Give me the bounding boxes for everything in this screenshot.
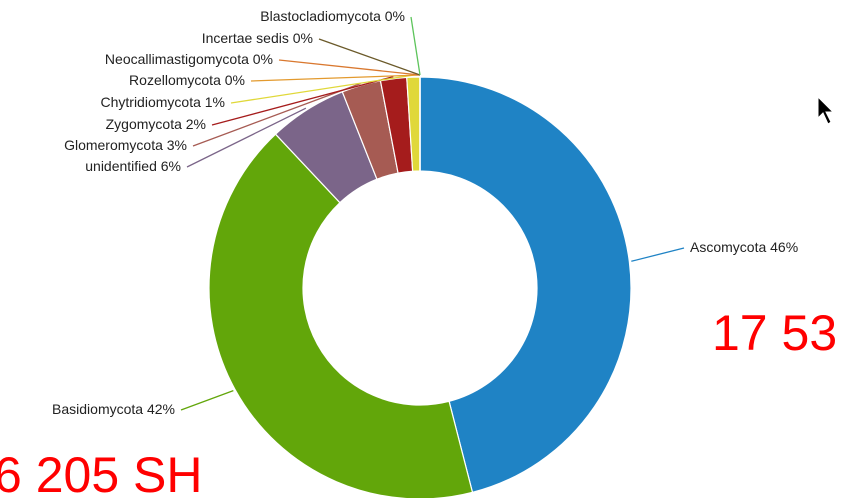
leader-line	[278, 59, 421, 76]
label-name: Blastocladiomycota	[260, 8, 381, 24]
slice-label: Glomeromycota 3%	[64, 137, 187, 153]
slice-label: Neocallimastigomycota 0%	[105, 51, 273, 67]
leader-line	[410, 16, 421, 76]
slice-label: unidentified 6%	[85, 158, 181, 174]
leader-line	[250, 74, 421, 82]
label-value: 2%	[186, 116, 206, 132]
slice-label: Rozellomycota 0%	[129, 72, 245, 88]
label-value: 42%	[147, 401, 175, 417]
slice	[208, 133, 474, 498]
label-value: 1%	[205, 94, 225, 110]
slice-label: Chytridiomycota 1%	[101, 94, 226, 110]
slice-label: Blastocladiomycota 0%	[260, 8, 405, 24]
leader-line	[192, 82, 361, 147]
slice-label: Basidiomycota 42%	[52, 401, 175, 417]
label-name: Incertae sedis	[202, 30, 289, 46]
cursor	[817, 95, 835, 125]
leader-line	[186, 107, 307, 168]
label-name: Chytridiomycota	[101, 94, 202, 110]
slice-label: Incertae sedis 0%	[202, 30, 313, 46]
leader-line	[318, 38, 421, 76]
leader-line	[180, 390, 234, 411]
label-value: 6%	[161, 158, 181, 174]
label-name: Glomeromycota	[64, 137, 163, 153]
label-name: unidentified	[85, 158, 157, 174]
label-value: 0%	[385, 8, 405, 24]
slice-label: Zygomycota 2%	[106, 116, 206, 132]
leader-line	[631, 247, 685, 262]
label-name: Ascomycota	[690, 239, 766, 255]
label-name: Zygomycota	[106, 116, 182, 132]
leader-line	[230, 74, 414, 104]
slices	[208, 76, 632, 498]
label-value: 3%	[167, 137, 187, 153]
label-name: Neocallimastigomycota	[105, 51, 249, 67]
label-value: 0%	[225, 72, 245, 88]
annotation: 17 53	[712, 305, 837, 361]
label-name: Basidiomycota	[52, 401, 143, 417]
annotation: 6 205 SH	[0, 447, 202, 498]
slice	[419, 76, 632, 494]
leader-line	[211, 76, 394, 126]
slice-label: Ascomycota 46%	[690, 239, 798, 255]
label-value: 0%	[293, 30, 313, 46]
label-value: 46%	[770, 239, 798, 255]
label-value: 0%	[253, 51, 273, 67]
label-name: Rozellomycota	[129, 72, 221, 88]
